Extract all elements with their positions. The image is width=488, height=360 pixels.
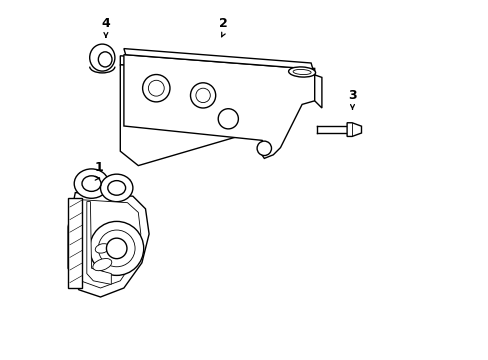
- Circle shape: [142, 75, 170, 102]
- Ellipse shape: [98, 52, 112, 67]
- Circle shape: [257, 141, 271, 156]
- Circle shape: [218, 109, 238, 129]
- Polygon shape: [346, 123, 361, 136]
- Circle shape: [196, 88, 210, 103]
- Ellipse shape: [95, 244, 109, 253]
- Polygon shape: [75, 200, 141, 288]
- Ellipse shape: [74, 169, 108, 198]
- Ellipse shape: [101, 174, 133, 202]
- Polygon shape: [120, 56, 314, 77]
- Polygon shape: [68, 193, 149, 297]
- Polygon shape: [87, 202, 111, 284]
- Ellipse shape: [89, 44, 115, 71]
- Text: 1: 1: [94, 161, 103, 174]
- Circle shape: [148, 80, 164, 96]
- Polygon shape: [68, 198, 82, 288]
- Polygon shape: [79, 173, 129, 196]
- Polygon shape: [120, 65, 285, 166]
- Circle shape: [89, 221, 143, 275]
- Text: 2: 2: [218, 17, 227, 30]
- Ellipse shape: [93, 258, 112, 271]
- Polygon shape: [123, 49, 312, 69]
- Circle shape: [98, 230, 135, 267]
- Text: 3: 3: [347, 89, 356, 102]
- Ellipse shape: [288, 67, 315, 77]
- Polygon shape: [123, 55, 314, 158]
- Circle shape: [106, 238, 127, 259]
- Ellipse shape: [82, 176, 101, 192]
- Polygon shape: [314, 75, 321, 108]
- Ellipse shape: [292, 69, 310, 75]
- Ellipse shape: [107, 181, 125, 195]
- Text: 4: 4: [102, 17, 110, 30]
- Circle shape: [190, 83, 215, 108]
